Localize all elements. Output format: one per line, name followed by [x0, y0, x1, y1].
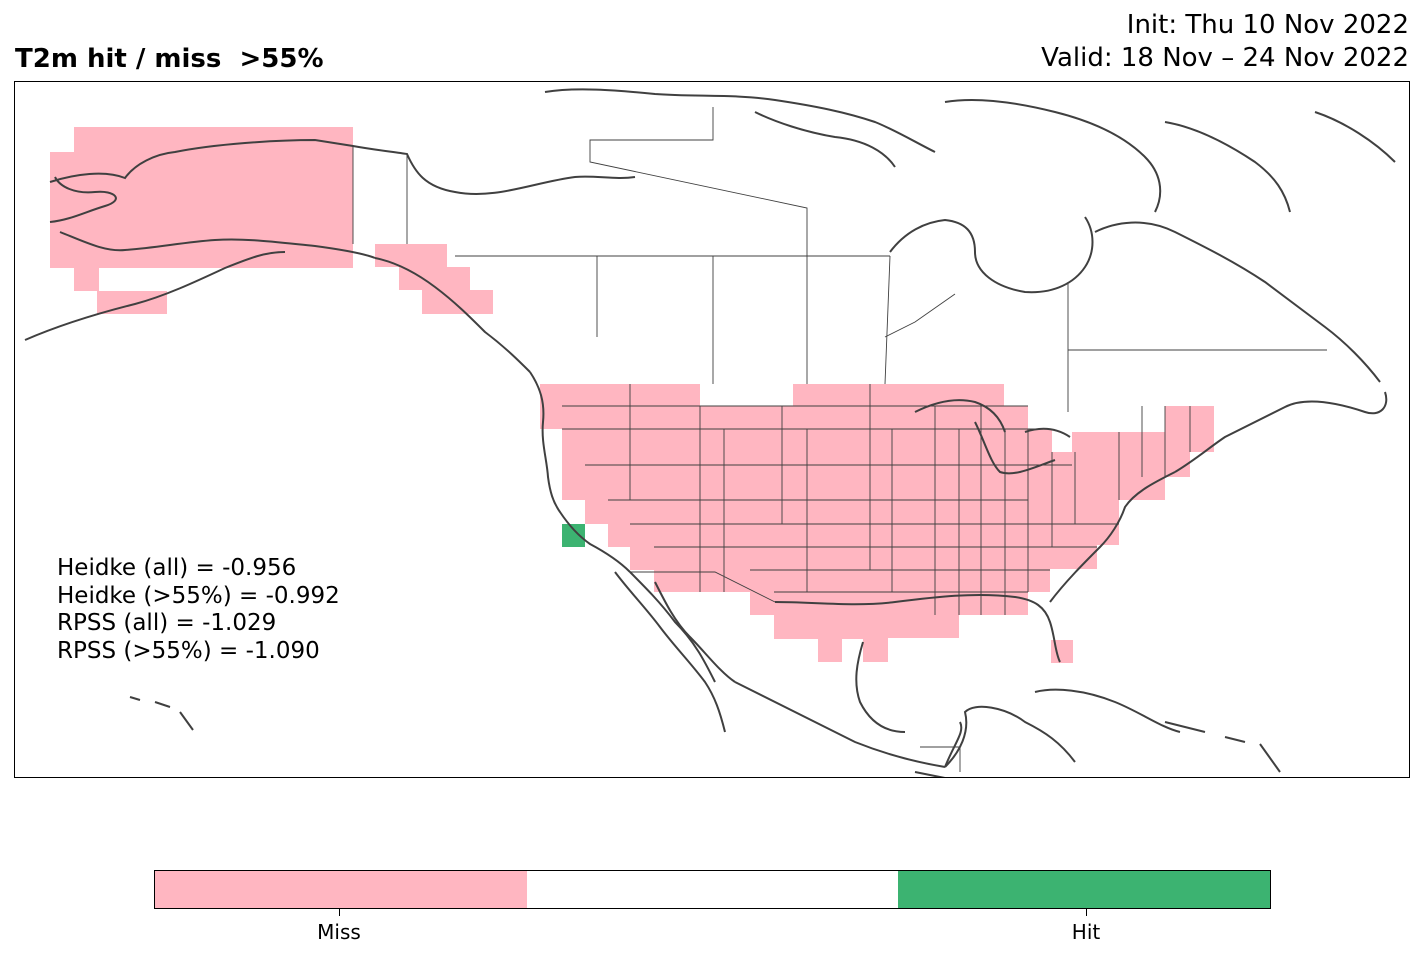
colorbar-neutral-segment [526, 871, 899, 908]
map-title: T2m hit / miss >55% [15, 44, 324, 74]
colorbar-hit-segment [898, 871, 1271, 908]
north-america-map [24, 88, 1396, 777]
colorbar-label-hit: Hit [1071, 920, 1101, 944]
map-panel [14, 81, 1410, 778]
coastlines [24, 88, 1396, 777]
score-heidke-all: Heidke (all) = -0.956 [57, 555, 297, 581]
miss-region-alaska [50, 127, 353, 314]
colorbar-label-miss: Miss [317, 920, 361, 944]
score-heidke-55: Heidke (>55%) = -0.992 [57, 582, 340, 609]
colorbar-miss-segment [155, 871, 527, 908]
valid-period: Valid: 18 Nov – 24 Nov 2022 [1041, 43, 1409, 73]
colorbar [154, 870, 1271, 909]
hit-cell-california [562, 524, 585, 547]
forecast-cells [50, 127, 1214, 663]
colorbar-tick-hit [1086, 908, 1087, 916]
miss-region-alaska-panhandle [375, 244, 493, 314]
score-rpss-55: RPSS (>55%) = -1.090 [57, 637, 320, 664]
miss-region-florida [1051, 640, 1073, 663]
init-date: Init: Thu 10 Nov 2022 [1126, 10, 1409, 40]
miss-region-contiguous-us [540, 384, 1214, 662]
political-borders [352, 107, 1327, 772]
skill-scores: Heidke (all) = -0.956 Heidke (>55%) = -0… [57, 555, 340, 665]
score-rpss-all: RPSS (all) = -1.029 [57, 610, 277, 636]
colorbar-tick-miss [339, 908, 340, 916]
